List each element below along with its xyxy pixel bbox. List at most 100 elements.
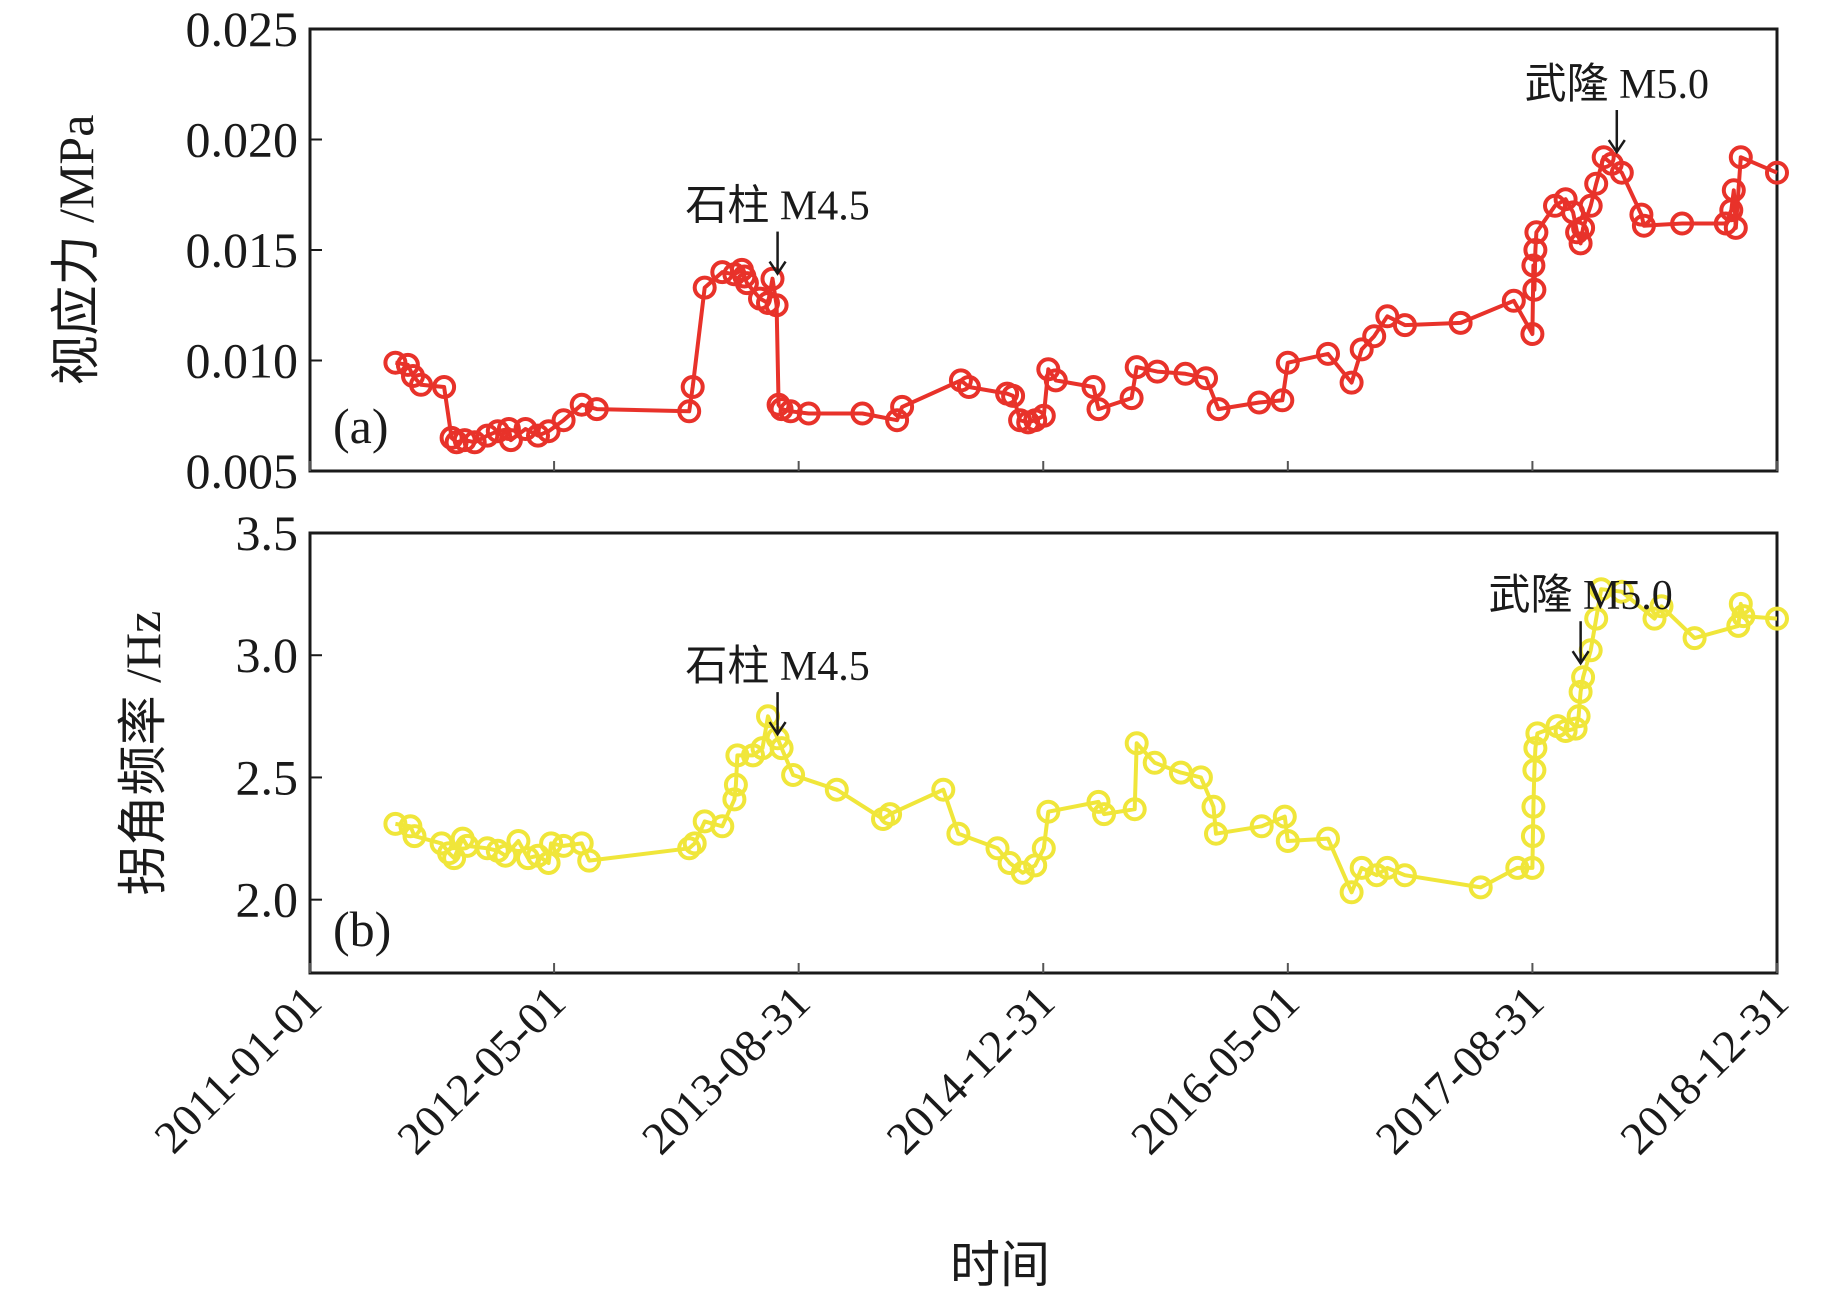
panel-b-data-point <box>1122 797 1147 822</box>
panel-b-data-point <box>1092 802 1116 827</box>
panel-a-annotation-label: 石柱 M4.5 <box>685 184 869 230</box>
panel-b-data-point <box>710 814 735 839</box>
panel-b-data-point <box>1392 863 1417 888</box>
panel-a-data-point <box>1521 253 1546 278</box>
panel-a-annotation-arrow-head <box>768 260 787 276</box>
panel-b-y-tick-label: 2.5 <box>236 749 299 805</box>
x-tick-label: 2012-05-01 <box>387 976 575 1164</box>
panel-a-data-point <box>1721 178 1746 203</box>
panel-a-data-point <box>1501 288 1526 313</box>
panel-a-data-point <box>1043 368 1068 393</box>
panel-a-data-point <box>850 401 875 426</box>
panel-a-y-tick-label: 0.010 <box>186 333 299 389</box>
panel-b-annotation-label: 石柱 M4.5 <box>685 644 869 690</box>
panel-b-data-point <box>539 831 564 856</box>
panel-a-data-point <box>1392 313 1417 338</box>
panel-b-data-point <box>985 836 1010 861</box>
panel-a-data-point <box>1578 193 1603 218</box>
panel-b-data-point <box>383 811 408 836</box>
panel-a-data-point <box>1206 397 1231 422</box>
panel-b-data-point <box>1010 860 1035 885</box>
panel-b-y-tick-label: 3.5 <box>236 505 299 561</box>
x-axis-label: 时间 <box>950 1237 1050 1293</box>
panel-a-data-point <box>1362 324 1387 349</box>
panel-b-data-point <box>1731 604 1756 629</box>
panel-b-data-point <box>677 836 702 861</box>
panel-a-annotation-arrow-head <box>1607 139 1626 155</box>
panel-b-data-point <box>1316 826 1340 851</box>
panel-a-data-point <box>1247 390 1272 415</box>
panel-b-data-point <box>1728 591 1753 616</box>
panel-b-data-point <box>722 787 747 812</box>
panel-a-data-point <box>1275 350 1300 375</box>
panel-a-x-ticks <box>309 461 1778 471</box>
panel-b-y-tick-label: 2.0 <box>236 872 299 928</box>
panel-b-annotations: 石柱 M4.5 武隆 M5.0 <box>685 573 1673 737</box>
x-tick-label: 2011-01-01 <box>144 976 331 1163</box>
panel-b-data-point <box>1275 829 1300 853</box>
panel-b-label: (b) <box>333 901 391 957</box>
panel-a-data-point <box>1448 310 1473 335</box>
panel-b-data-point <box>878 802 903 827</box>
x-tick-label: 2017-08-31 <box>1366 976 1554 1164</box>
panel-b-data-point <box>1249 814 1274 839</box>
panel-a-data-point <box>1339 370 1364 395</box>
panel-a-data-point <box>383 350 408 375</box>
panel-b-data-point <box>1272 804 1297 829</box>
panel-b-data-point <box>1523 736 1548 761</box>
x-tick-label: 2016-05-01 <box>1121 976 1309 1164</box>
panel-a-data-point <box>1520 322 1545 346</box>
panel-a-data-point <box>452 428 477 453</box>
panel-a-data-point <box>1081 375 1106 399</box>
x-tick-label: 2013-08-31 <box>632 976 820 1164</box>
panel-b-ylabel: 拐角频率 /Hz <box>115 611 171 896</box>
panel-a-data-point <box>1765 160 1789 185</box>
panel-b-y-tick-label: 3.0 <box>236 627 299 683</box>
panel-b-data-point <box>1201 794 1226 819</box>
panel-a-data-point <box>885 408 910 433</box>
panel-b-data-point <box>1642 606 1667 631</box>
panel-b-data-point <box>1563 716 1588 741</box>
panel-b-data-point <box>824 777 849 802</box>
panel-b-data-point <box>442 846 467 871</box>
panel-b-data-point <box>1566 704 1591 729</box>
x-axis-tick-labels: 2011-01-01 2012-05-01 2013-08-31 2014-12-31… <box>144 976 1798 1164</box>
panel-a-annotation-label: 武隆 M5.0 <box>1525 62 1709 108</box>
panel-a-data-point <box>395 352 420 377</box>
panel-b-data-point <box>1682 626 1707 651</box>
panel-b-data-point <box>1036 799 1061 824</box>
panel-a-data-point <box>734 271 759 296</box>
panel-b-data-point <box>1086 789 1111 814</box>
panel-b-data-point <box>1765 606 1789 631</box>
panel-b-annotation-label: 武隆 M5.0 <box>1488 573 1672 619</box>
panel-a-y-tick-label: 0.015 <box>186 222 299 278</box>
panel-a-data-point <box>1001 383 1026 408</box>
panel-b-data-point <box>1525 721 1550 746</box>
panel-a-data-point <box>1571 215 1596 240</box>
panel-b-data-point <box>1649 594 1674 619</box>
panel-a-data-point <box>439 425 464 450</box>
panel-a-data-point <box>677 399 702 424</box>
panel-a-data-point <box>1568 231 1593 256</box>
panel-a-data-point <box>498 428 523 453</box>
panel-a-stress: 视应力 /MPa (a) 0.005 0.010 0.015 0.020 0.025 石… <box>48 1 1789 499</box>
panel-b-data-point <box>493 843 518 868</box>
panel-b-annotation-arrow-head <box>1571 650 1590 666</box>
panel-b-data-point <box>682 831 707 856</box>
panel-a-data-point <box>1522 277 1547 302</box>
panel-b-data-point <box>1142 750 1167 775</box>
panel-a-y-tick-label: 0.025 <box>186 1 299 57</box>
panel-a-data-point <box>1629 202 1654 227</box>
panel-a-data-point <box>1523 238 1548 262</box>
panel-a-data-point <box>1270 388 1295 413</box>
panel-a-data-point <box>890 394 915 419</box>
panel-b-data-point <box>781 763 806 787</box>
panel-b-data-point <box>946 821 971 846</box>
x-tick-label: 2014-12-31 <box>876 976 1064 1164</box>
panel-b-data-point <box>1609 579 1634 604</box>
panel-b-y-ticks: 2.0 2.5 3.0 3.5 <box>236 505 322 928</box>
panel-b-data-point <box>1031 836 1056 861</box>
x-tick-label: 2018-12-31 <box>1610 976 1798 1164</box>
panel-a-data-point <box>1194 366 1218 391</box>
